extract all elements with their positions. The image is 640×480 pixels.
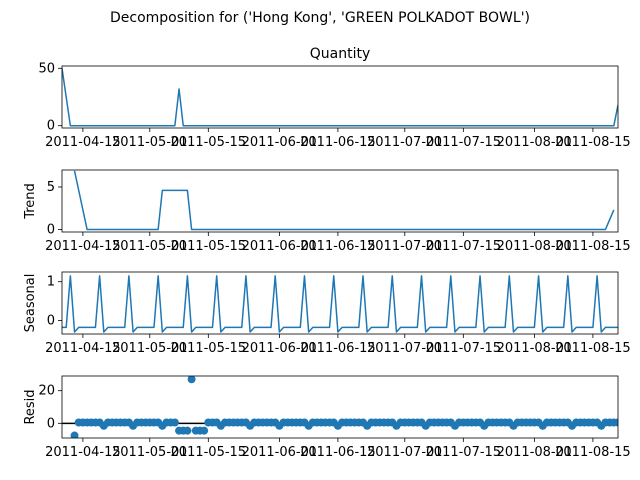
subplot-2: 052011-04-152011-05-012011-05-152011-06-…: [23, 169, 631, 254]
y-tick-label: 1: [47, 275, 55, 290]
x-tick-label: 2011-06-01: [242, 445, 318, 460]
plot-data: [62, 376, 640, 438]
resid-point: [170, 418, 179, 427]
x-tick-label: 2011-08-01: [497, 135, 573, 150]
x-tick-label: 2011-06-15: [300, 239, 376, 254]
x-tick-label: 2011-05-01: [112, 135, 188, 150]
resid-point: [200, 426, 209, 435]
x-tick-label: 2011-07-15: [426, 341, 502, 356]
x-tick-label: 2011-07-15: [426, 445, 502, 460]
figure-title: Decomposition for ('Hong Kong', 'GREEN P…: [110, 10, 530, 26]
plot-data: [62, 68, 618, 127]
x-tick-label: 2011-06-15: [300, 341, 376, 356]
x-tick-label: 2011-08-01: [497, 445, 573, 460]
x-tick-label: 2011-06-15: [300, 445, 376, 460]
subplot-title: Quantity: [310, 46, 371, 62]
resid-point: [614, 418, 618, 427]
x-tick-label: 2011-04-15: [45, 135, 121, 150]
x-tick-label: 2011-04-15: [45, 239, 121, 254]
x-tick-label: 2011-05-15: [171, 341, 247, 356]
axes-frame: [61, 271, 619, 335]
x-tick-label: 2011-08-15: [555, 239, 631, 254]
series-line: [62, 68, 618, 127]
axes-frame: [61, 65, 619, 129]
axes-frame: [61, 169, 619, 233]
x-tick-label: 2011-07-01: [367, 445, 443, 460]
series-line: [62, 275, 618, 333]
x-tick-label: 2011-07-15: [426, 135, 502, 150]
plot-data: [62, 275, 618, 333]
subplot-4: 0202011-04-152011-05-012011-05-152011-06…: [23, 375, 640, 460]
resid-point: [631, 419, 639, 427]
resid-point: [635, 419, 640, 427]
x-tick-label: 2011-08-01: [497, 341, 573, 356]
y-tick-label: 5: [47, 180, 55, 195]
x-tick-label: 2011-05-01: [112, 341, 188, 356]
x-tick-label: 2011-08-15: [555, 135, 631, 150]
x-tick-label: 2011-04-15: [45, 445, 121, 460]
x-tick-label: 2011-05-01: [112, 239, 188, 254]
x-tick-label: 2011-07-01: [367, 341, 443, 356]
x-tick-label: 2011-06-15: [300, 135, 376, 150]
x-tick-label: 2011-06-01: [242, 341, 318, 356]
y-axis-label: Trend: [23, 183, 38, 220]
x-tick-label: 2011-08-01: [497, 239, 573, 254]
x-tick-label: 2011-07-01: [367, 135, 443, 150]
resid-point: [627, 422, 635, 430]
x-tick-label: 2011-05-15: [171, 135, 247, 150]
x-tick-label: 2011-04-15: [45, 341, 121, 356]
resid-point: [622, 419, 630, 427]
y-tick-label: 50: [38, 61, 55, 76]
y-axis-label: Seasonal: [23, 274, 38, 333]
subplot-3: 012011-04-152011-05-012011-05-152011-06-…: [23, 271, 631, 356]
x-tick-label: 2011-07-01: [367, 239, 443, 254]
plot-data: [73, 170, 615, 231]
y-tick-label: 20: [38, 384, 55, 399]
x-tick-label: 2011-05-15: [171, 445, 247, 460]
x-tick-label: 2011-08-15: [555, 445, 631, 460]
x-tick-label: 2011-06-01: [242, 239, 318, 254]
series-line: [73, 170, 615, 231]
y-tick-label: 0: [47, 416, 55, 431]
resid-point: [183, 426, 192, 435]
resid-point: [618, 419, 626, 427]
y-axis-label: Resid: [23, 389, 38, 424]
x-tick-label: 2011-05-15: [171, 239, 247, 254]
y-tick-label: 0: [47, 222, 55, 237]
x-tick-label: 2011-05-01: [112, 445, 188, 460]
x-tick-label: 2011-07-15: [426, 239, 502, 254]
resid-point: [70, 431, 79, 438]
subplots: 0502011-04-152011-05-012011-05-152011-06…: [23, 46, 640, 460]
x-tick-label: 2011-08-15: [555, 341, 631, 356]
y-tick-label: 0: [47, 119, 55, 134]
y-tick-label: 0: [47, 313, 55, 328]
x-tick-label: 2011-06-01: [242, 135, 318, 150]
subplot-1: 0502011-04-152011-05-012011-05-152011-06…: [38, 46, 630, 150]
axes-frame: [61, 375, 619, 439]
resid-point: [187, 376, 196, 384]
